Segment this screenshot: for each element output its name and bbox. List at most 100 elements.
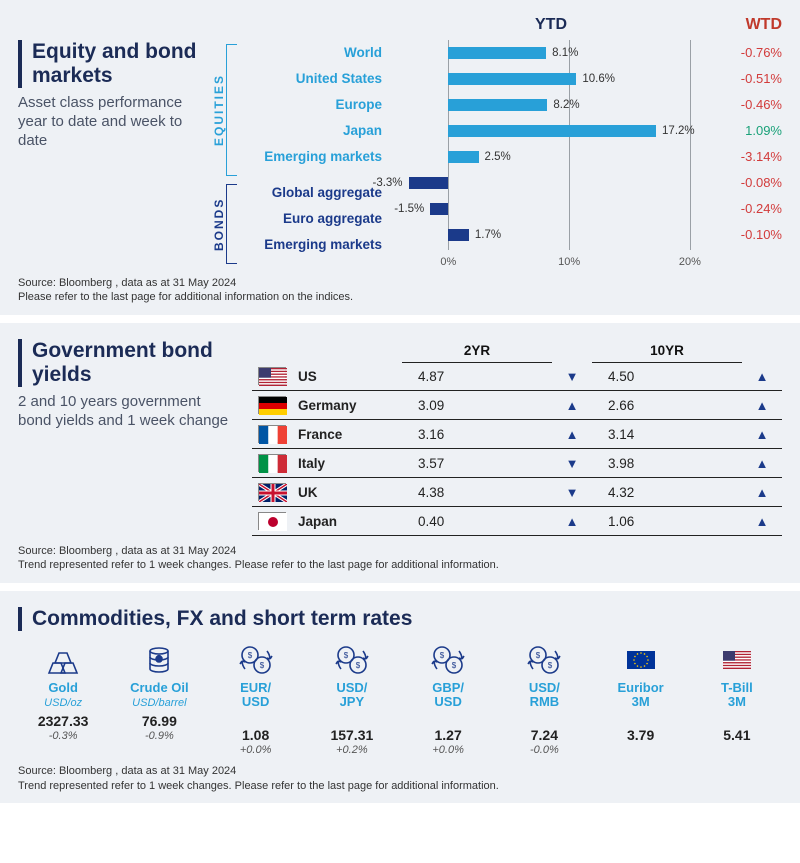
section2-subtitle: 2 and 10 years government bond yields an…: [18, 393, 238, 431]
trend-arrow-icon: ▲: [552, 507, 592, 536]
bar-chart: 0%10%20%8.1%10.6%8.2%17.2%2.5%-3.3%-1.5%…: [388, 40, 714, 268]
col-10yr: 10YR: [592, 339, 742, 363]
bar-value-label: 1.7%: [475, 229, 501, 241]
commodity-value: 157.31: [307, 727, 397, 743]
us-icon: [692, 641, 782, 679]
commodity-value: 1.27: [403, 727, 493, 743]
bar-row: 10.6%: [388, 66, 714, 92]
bar: [448, 151, 478, 163]
commodity-name: Euribor3M: [596, 681, 686, 710]
commodity-name: GBP/USD: [403, 681, 493, 710]
equity-row-labels: WorldUnited StatesEuropeJapanEmerging ma…: [244, 40, 384, 180]
commodity-name: EUR/USD: [211, 681, 301, 710]
bar: [430, 203, 448, 215]
commodity-value: 76.99: [114, 713, 204, 729]
bar-value-label: 17.2%: [662, 125, 695, 137]
section1-source: Source: Bloomberg , data as at 31 May 20…: [18, 276, 782, 305]
bar-value-label: 8.1%: [552, 47, 578, 59]
table-row: Germany3.09▲2.66▲: [252, 391, 782, 420]
trend-arrow-icon: ▲: [742, 362, 782, 391]
bar-value-label: 2.5%: [485, 151, 511, 163]
section2-source: Source: Bloomberg , data as at 31 May 20…: [18, 544, 782, 573]
commodity-change: -0.3%: [18, 730, 108, 742]
bond-row-labels: Global aggregateEuro aggregateEmerging m…: [244, 180, 384, 268]
bar: [448, 125, 656, 137]
gov-bond-table: 2YR 10YR US4.87▼4.50▲Germany3.09▲2.66▲Fr…: [252, 339, 782, 537]
wtd-value: -0.76%: [718, 40, 782, 66]
bar: [448, 99, 547, 111]
commodity-item: GoldUSD/oz2327.33-0.3%: [18, 641, 108, 757]
flag-icon: [252, 449, 292, 478]
commodity-unit: [499, 710, 589, 724]
panel-equity-bond: YTD WTD Equity and bond markets Asset cl…: [0, 0, 800, 315]
commodity-unit: [307, 710, 397, 724]
yield-10yr: 2.66: [592, 391, 742, 420]
country-name: US: [292, 362, 402, 391]
yield-2yr: 3.57: [402, 449, 552, 478]
flag-icon: [252, 391, 292, 420]
yield-10yr: 4.50: [592, 362, 742, 391]
commodity-item: T-Bill3M 5.41: [692, 641, 782, 757]
trend-arrow-icon: ▲: [742, 391, 782, 420]
yield-2yr: 3.16: [402, 420, 552, 449]
oil-icon: [114, 641, 204, 679]
trend-arrow-icon: ▲: [552, 391, 592, 420]
flag-icon: [252, 420, 292, 449]
axis-tick-label: 20%: [679, 256, 701, 268]
wtd-value: -0.46%: [718, 92, 782, 118]
bar-row-label: World: [244, 40, 384, 66]
svg-text:$: $: [452, 661, 457, 670]
bar-row-label: Emerging markets: [244, 144, 384, 170]
bar-row-label: Global aggregate: [244, 180, 384, 206]
trend-arrow-icon: ▼: [552, 362, 592, 391]
svg-text:$: $: [548, 661, 553, 670]
section1-title-block: Equity and bond markets Asset class perf…: [18, 40, 208, 268]
commodity-change: [692, 744, 782, 756]
table-row: France3.16▲3.14▲: [252, 420, 782, 449]
svg-text:$: $: [259, 661, 264, 670]
table-row: Japan0.40▲1.06▲: [252, 507, 782, 536]
country-name: Japan: [292, 507, 402, 536]
fx-icon: $ $: [307, 641, 397, 679]
fx-icon: $ $: [403, 641, 493, 679]
commodity-change: [596, 744, 686, 756]
gold-icon: [18, 641, 108, 679]
section2-title-block: Government bond yields 2 and 10 years go…: [18, 339, 238, 537]
commodity-item: Euribor3M 3.79: [596, 641, 686, 757]
bar-row-label: United States: [244, 66, 384, 92]
eu-icon: [596, 641, 686, 679]
group-label-bonds: BONDS: [212, 180, 226, 268]
yield-2yr: 3.09: [402, 391, 552, 420]
header-wtd: WTD: [718, 16, 782, 34]
commodity-item: $ $EUR/USD 1.08+0.0%: [211, 641, 301, 757]
axis-tick-label: 10%: [558, 256, 580, 268]
commodity-change: -0.9%: [114, 730, 204, 742]
commodity-item: $ $GBP/USD 1.27+0.0%: [403, 641, 493, 757]
commodity-name: T-Bill3M: [692, 681, 782, 710]
wtd-value: -0.24%: [718, 196, 782, 222]
trend-arrow-icon: ▲: [742, 507, 782, 536]
panel-gov-bond-yields: Government bond yields 2 and 10 years go…: [0, 323, 800, 583]
yield-10yr: 3.98: [592, 449, 742, 478]
commodity-unit: [596, 710, 686, 724]
bar: [409, 177, 449, 189]
bar-value-label: -1.5%: [394, 203, 424, 215]
fx-icon: $ $: [211, 641, 301, 679]
section3-title: Commodities, FX and short term rates: [32, 607, 782, 631]
trend-arrow-icon: ▲: [742, 478, 782, 507]
table-row: UK4.38▼4.32▲: [252, 478, 782, 507]
wtd-value: -0.10%: [718, 222, 782, 248]
bracket-icon: [226, 40, 240, 180]
bar-value-label: 10.6%: [582, 73, 615, 85]
commodity-grid: GoldUSD/oz2327.33-0.3% Crude OilUSD/barr…: [18, 641, 782, 757]
svg-text:$: $: [247, 651, 252, 660]
section2-title: Government bond yields: [32, 339, 238, 387]
svg-text:$: $: [536, 651, 541, 660]
commodity-value: 1.08: [211, 727, 301, 743]
wtd-value: -0.51%: [718, 66, 782, 92]
flag-icon: [252, 507, 292, 536]
yield-10yr: 3.14: [592, 420, 742, 449]
commodity-name: USD/RMB: [499, 681, 589, 710]
bar: [448, 73, 576, 85]
svg-text:$: $: [440, 651, 445, 660]
